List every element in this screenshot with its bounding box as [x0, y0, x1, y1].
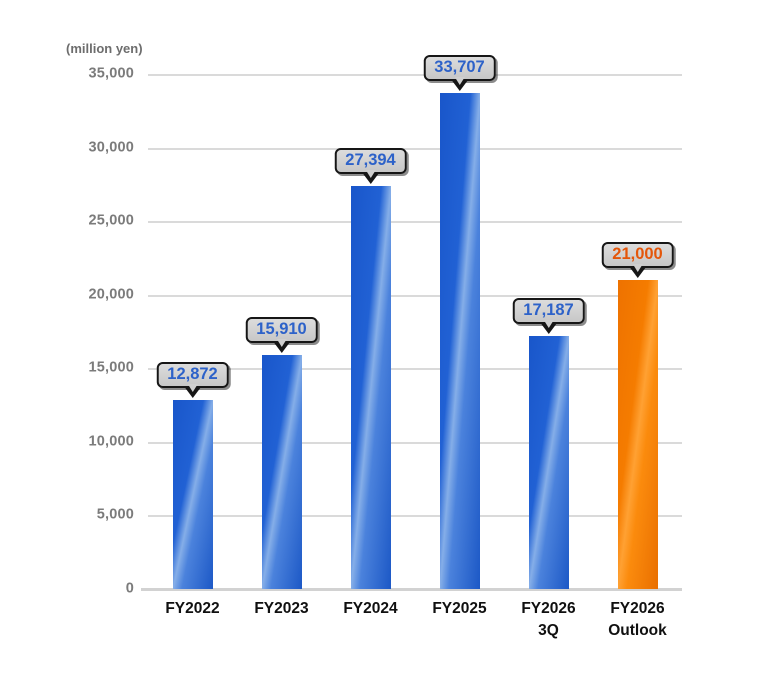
value-callout: 33,707 — [423, 55, 496, 82]
bar-group-fy2023: 15,910 FY2023 — [237, 74, 326, 617]
value-label: 17,187 — [523, 301, 574, 320]
bar-group-fy2022: 12,872 FY2022 — [148, 74, 237, 617]
bar-fy2024 — [350, 185, 391, 589]
value-callout: 17,187 — [512, 298, 585, 325]
gridline — [148, 441, 682, 444]
gridline — [148, 147, 682, 150]
bar-fy2022 — [172, 399, 213, 589]
bar-group-fy2026-3q: 17,187 FY2026 3Q — [504, 74, 593, 639]
category-line1: FY2026 — [610, 600, 665, 617]
value-callout: 15,910 — [245, 316, 318, 343]
gridline — [148, 368, 682, 371]
y-axis: 35,000 30,000 25,000 20,000 15,000 10,00… — [0, 65, 141, 596]
category-line1: FY2024 — [343, 600, 398, 617]
category-line2: 3Q — [538, 622, 559, 639]
category-label: FY2025 — [407, 598, 512, 620]
category-line2: Outlook — [608, 622, 667, 639]
unit-label: (million yen) — [66, 41, 143, 56]
bar-fy2026-3q — [528, 336, 569, 589]
value-label: 12,872 — [167, 364, 218, 383]
value-label: 33,707 — [434, 58, 485, 77]
value-label: 21,000 — [612, 245, 663, 263]
gridline — [148, 74, 682, 76]
category-label: FY2026 Outlook — [585, 598, 690, 642]
value-callout: 27,394 — [334, 147, 407, 174]
gridline — [148, 294, 682, 297]
bar-fy2025 — [439, 93, 480, 589]
plot-area: 12,872 FY2022 15,910 FY2023 — [141, 55, 682, 639]
category-label: FY2026 3Q — [496, 598, 601, 642]
y-tick-label: 35,000 — [88, 65, 134, 82]
y-tick-label: 10,000 — [88, 433, 134, 450]
value-callout: 12,872 — [156, 361, 229, 388]
bar-group-fy2026-outlook: 21,000 FY2026 Outlook — [593, 74, 682, 639]
category-label: FY2022 — [140, 598, 245, 620]
y-tick-label: 15,000 — [88, 359, 134, 376]
gridline — [148, 515, 682, 518]
x-axis-line — [141, 588, 682, 591]
y-tick-label: 30,000 — [88, 138, 134, 155]
category-line1: FY2026 — [521, 600, 576, 617]
y-tick-label: 0 — [125, 580, 134, 597]
bar-group-fy2025: 33,707 FY2025 — [415, 55, 504, 617]
y-tick-label: 5,000 — [96, 506, 134, 523]
bar-fy2026-outlook — [617, 280, 658, 589]
category-line1: FY2022 — [165, 600, 220, 617]
category-line1: FY2023 — [254, 600, 309, 617]
gridline — [148, 221, 682, 224]
category-line1: FY2025 — [432, 600, 487, 617]
value-label: 27,394 — [345, 150, 396, 169]
bar-series: 12,872 FY2022 15,910 FY2023 — [148, 55, 682, 639]
y-tick-label: 20,000 — [88, 286, 134, 303]
bar-fy2023 — [261, 354, 302, 589]
category-label: FY2023 — [229, 598, 334, 620]
y-tick-label: 25,000 — [88, 212, 134, 229]
bar-group-fy2024: 27,394 FY2024 — [326, 74, 415, 617]
value-callout: 21,000 — [601, 242, 674, 268]
value-label: 15,910 — [256, 319, 307, 338]
category-label: FY2024 — [318, 598, 423, 620]
